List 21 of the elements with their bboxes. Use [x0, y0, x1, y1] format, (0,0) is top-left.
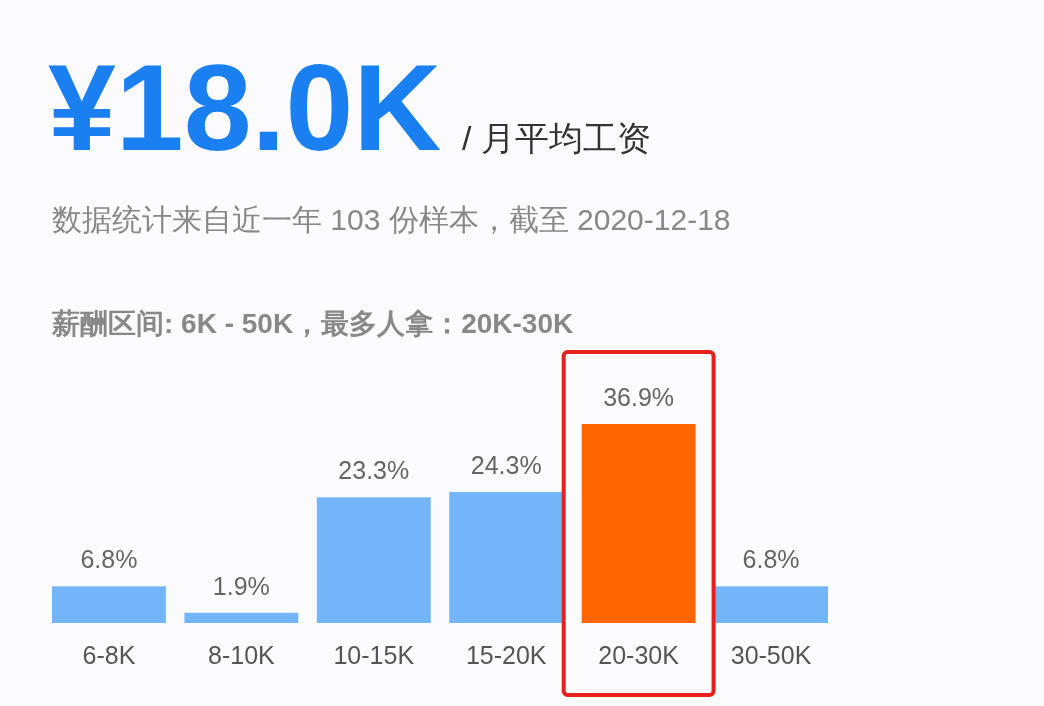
data-label: 36.9% — [603, 383, 675, 411]
chart-subtitle: / 月平均工资 — [462, 119, 651, 157]
data-label: 24.3% — [470, 450, 542, 479]
x-tick-label: 6-8K — [82, 641, 136, 669]
x-tick-label: 30-50K — [730, 641, 812, 669]
bar — [581, 424, 696, 623]
data-label: 1.9% — [212, 571, 270, 600]
chart-title: ¥18.0K — [48, 40, 442, 176]
bar — [316, 497, 431, 623]
bar — [184, 612, 299, 623]
x-tick-label: 10-15K — [333, 641, 415, 669]
x-tick-label: 15-20K — [465, 641, 547, 669]
bar — [52, 586, 166, 623]
data-label: 23.3% — [338, 456, 410, 485]
bar — [714, 586, 828, 623]
text: 数据统计来自近一年 103 份样本，截至 2020-12-18 — [52, 203, 731, 236]
text: 薪酬区间: 6K - 50K，最多人拿：20K-30K — [51, 308, 574, 339]
data-label: 6.8% — [80, 545, 138, 574]
x-tick-label: 8-10K — [208, 641, 276, 669]
data-label: 6.8% — [742, 545, 800, 574]
x-tick-label: 20-30K — [598, 641, 680, 669]
